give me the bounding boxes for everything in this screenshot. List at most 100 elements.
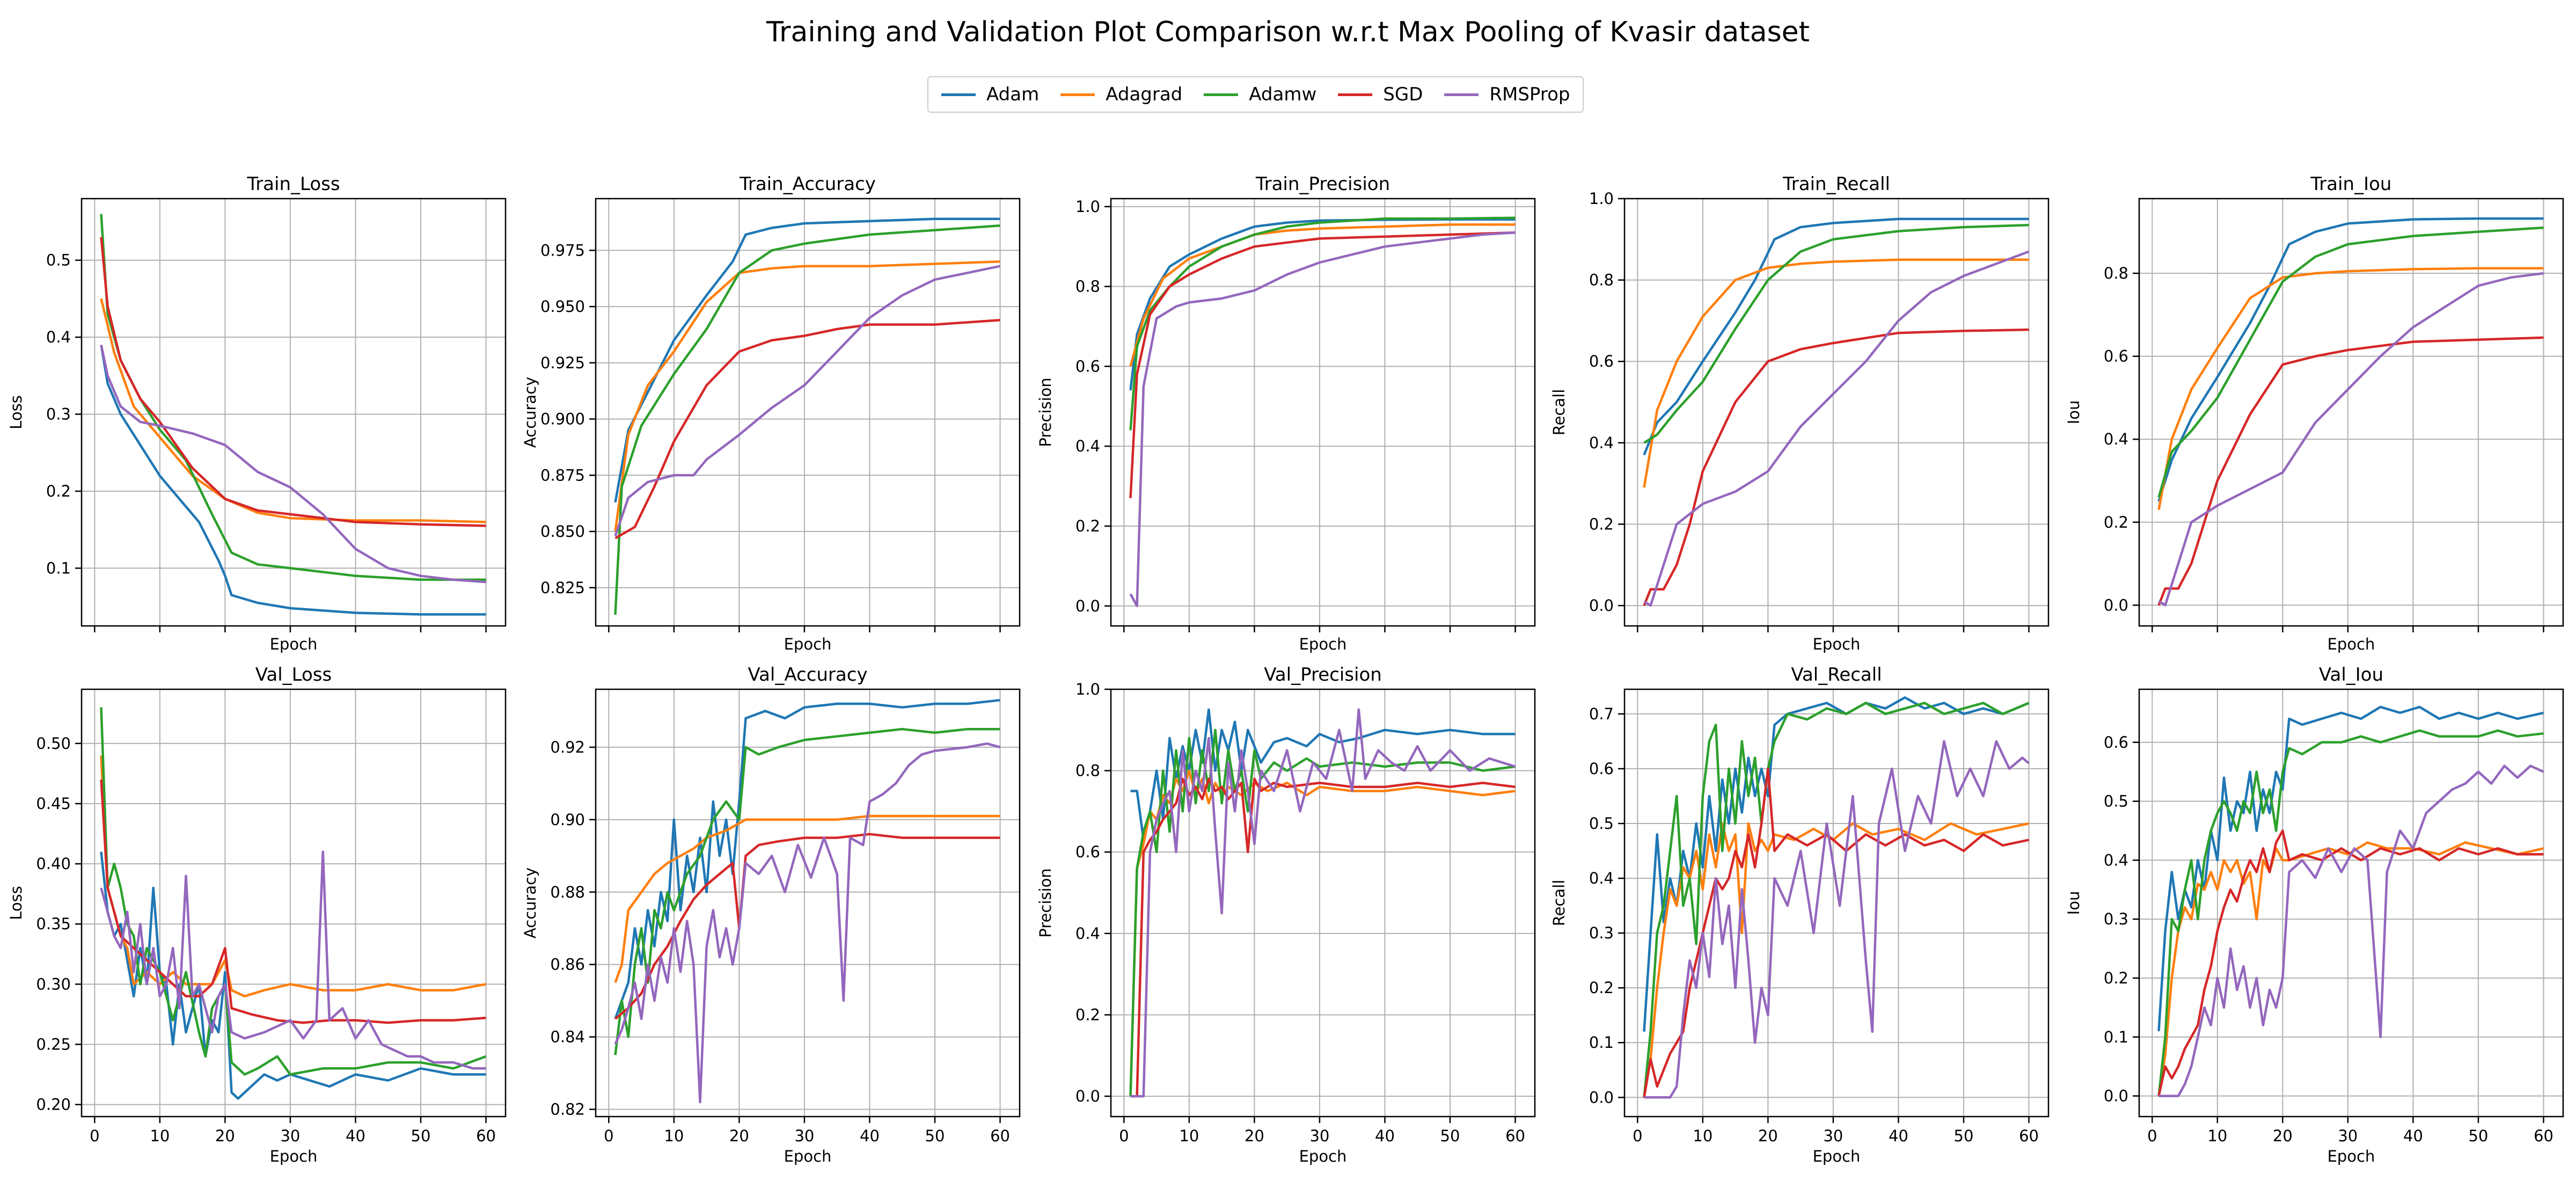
series-line-adagrad <box>1129 223 1516 367</box>
series-line-adagrad <box>2157 841 2544 1096</box>
series-line-adamw <box>1129 216 1516 431</box>
x-tick-label: 20 <box>1758 1127 1778 1145</box>
series-line-adamw <box>1643 224 2029 444</box>
x-tick-label: 20 <box>2273 1127 2293 1145</box>
y-tick-label: 1.0 <box>1589 189 1614 208</box>
y-tick-label: 0.2 <box>2104 513 2128 531</box>
x-tick-label: 30 <box>280 1127 300 1145</box>
y-tick-label: 0.0 <box>1075 1087 1100 1105</box>
subplot-train-recall: 0.0 0.2 0.4 0.6 0.8 1.0 Train_Recall Epoch Recal… <box>1550 173 2050 653</box>
x-tick-label: 50 <box>411 1127 431 1145</box>
y-tick-label: 0.2 <box>1589 515 1614 533</box>
x-tick-label: 0 <box>1633 1127 1642 1145</box>
series-line-sgd <box>1129 231 1516 499</box>
subplot-val-recall: 0 10 20 30 40 50 60 0.0 0.1 0.2 0.3 0.4 0.5 0.6 0.7 Val… <box>1550 664 2050 1165</box>
y-tick-label: 0.4 <box>1589 869 1614 887</box>
series-line-rmsprop <box>100 850 486 1070</box>
y-tick-label: 0.30 <box>36 975 71 993</box>
x-tick-label: 50 <box>1440 1127 1460 1145</box>
y-tick-label: 0.0 <box>1589 596 1614 615</box>
y-tick-label: 1.0 <box>1075 198 1100 216</box>
series-line-sgd <box>100 237 486 527</box>
y-tick-label: 0.40 <box>36 855 71 873</box>
series-line-adamw <box>614 224 1000 615</box>
y-axis-label: Iou <box>2065 400 2083 425</box>
series-line-rmsprop <box>614 742 1001 1104</box>
x-tick-label: 60 <box>2534 1127 2553 1145</box>
subplot-title: Train_Loss <box>246 173 340 195</box>
series-line-adamw <box>1643 702 2030 1098</box>
y-tick-label: 0.6 <box>1075 843 1100 861</box>
series-line-sgd <box>1643 767 2029 1098</box>
y-tick-label: 0.6 <box>2104 347 2128 366</box>
subplot-train-iou: 0.0 0.2 0.4 0.6 0.8 Train_Iou Epoch Iou <box>2065 173 2564 653</box>
series-line-sgd <box>2157 829 2544 1097</box>
y-tick-label: 0.2 <box>1589 979 1614 997</box>
y-axis-label: Accuracy <box>521 377 539 448</box>
legend-item-adagrad: Adagrad <box>1060 84 1182 105</box>
y-tick-label: 0.0 <box>1075 597 1100 615</box>
y-tick-label: 0.88 <box>550 883 585 901</box>
subplot-title: Train_Accuracy <box>739 173 876 195</box>
series-line-sgd <box>614 318 1000 540</box>
series-line-sgd <box>1130 777 1516 1098</box>
axes-frame <box>1623 688 2050 1118</box>
y-tick-label: 0.4 <box>1589 434 1614 452</box>
subplot-title: Val_Recall <box>1791 664 1882 686</box>
x-tick-label: 20 <box>215 1127 235 1145</box>
axes-frame <box>80 688 507 1118</box>
series-line-rmsprop <box>1643 250 2030 607</box>
y-tick-label: 0.25 <box>36 1035 71 1053</box>
legend-swatch-rmsprop <box>1444 93 1479 96</box>
series-line-rmsprop <box>1130 708 1516 1098</box>
axes-frame <box>2138 688 2564 1118</box>
legend: Adam Adagrad Adamw SGD RMSProp <box>927 76 1584 113</box>
series-line-adagrad <box>614 260 1000 532</box>
y-tick-label: 0.86 <box>550 956 585 974</box>
x-tick-label: 0 <box>604 1127 613 1145</box>
y-axis-label: Accuracy <box>521 867 539 938</box>
y-axis-label: Precision <box>1036 868 1055 937</box>
x-tick-label: 10 <box>1693 1127 1713 1145</box>
subplot-val-iou: 0 10 20 30 40 50 60 0.0 0.1 0.2 0.3 0.4 0.5 0.6 Val_Io… <box>2065 664 2564 1165</box>
subplot-title: Train_Recall <box>1782 173 1890 195</box>
y-axis-label: Precision <box>1036 377 1055 447</box>
y-tick-label: 0.850 <box>540 522 585 541</box>
y-tick-label: 0.4 <box>46 328 71 346</box>
y-tick-label: 0.5 <box>2104 792 2128 811</box>
series-line-adamw <box>2157 226 2544 498</box>
subplot-title: Val_Loss <box>255 664 332 686</box>
y-tick-label: 0.875 <box>540 466 585 484</box>
y-axis-label: Loss <box>7 886 25 920</box>
y-tick-label: 0.5 <box>1589 814 1614 833</box>
y-tick-label: 0.1 <box>1589 1033 1614 1052</box>
y-tick-label: 0.6 <box>1589 760 1614 778</box>
y-tick-label: 0.8 <box>1075 278 1100 296</box>
y-tick-label: 0.8 <box>1589 271 1614 289</box>
axes-frame <box>1623 198 2050 627</box>
series-line-adam <box>1643 217 2029 456</box>
subplot-val-precision: 0 10 20 30 40 50 60 0.0 0.2 0.4 0.6 0.8 1.0 Val_Preci… <box>1036 664 1536 1165</box>
y-tick-label: 0.7 <box>1589 705 1614 723</box>
x-tick-label: 0 <box>90 1127 99 1145</box>
x-axis-label: Epoch <box>1299 1147 1347 1165</box>
legend-label-adamw: Adamw <box>1249 84 1317 105</box>
y-tick-label: 0.82 <box>550 1100 585 1119</box>
subplot-title: Val_Accuracy <box>748 664 867 686</box>
y-tick-label: 0.0 <box>2104 1087 2128 1105</box>
y-tick-label: 0.6 <box>1075 357 1100 375</box>
legend-item-adam: Adam <box>941 84 1039 105</box>
y-tick-label: 0.8 <box>1075 762 1100 780</box>
series-line-adam <box>1643 696 2030 1032</box>
legend-item-rmsprop: RMSProp <box>1444 84 1570 105</box>
axes-frame <box>595 688 1021 1118</box>
x-axis-label: Epoch <box>784 635 832 653</box>
x-tick-label: 30 <box>794 1127 814 1145</box>
series-line-sgd <box>614 833 1000 1020</box>
series-line-adam <box>1129 218 1516 391</box>
y-tick-label: 1.0 <box>1075 680 1100 698</box>
y-tick-label: 0.1 <box>46 559 71 577</box>
series-line-adam <box>614 217 1000 503</box>
x-tick-label: 30 <box>1823 1127 1843 1145</box>
series-line-rmsprop <box>2158 272 2544 607</box>
